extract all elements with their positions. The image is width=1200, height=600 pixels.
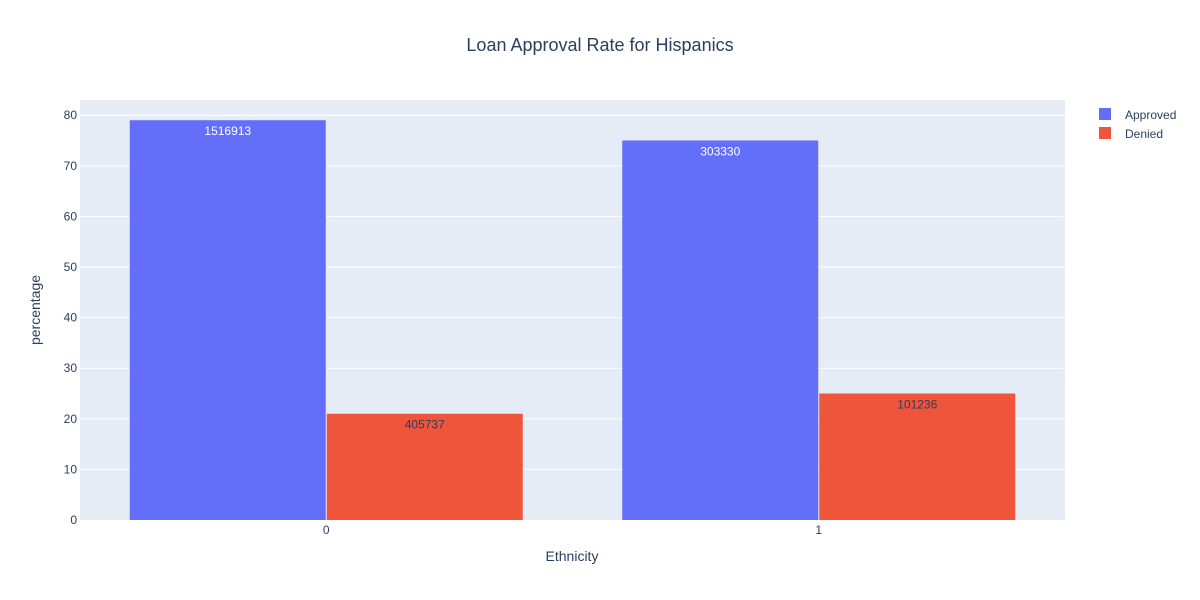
legend-label: Denied [1125,127,1163,141]
bars [129,120,1016,520]
legend-label: Approved [1125,108,1176,122]
y-tick-label: 70 [64,159,78,173]
y-tick-label: 10 [64,462,78,476]
y-tick-label: 40 [64,311,78,325]
bar-value-label: 101236 [897,397,937,411]
y-tick-label: 80 [64,108,78,122]
legend-item-denied[interactable]: Denied [1099,127,1163,141]
bar-value-label: 303330 [700,144,740,158]
bar-labels: 1516913 405737 303330 101236 [204,124,937,431]
bar-denied-1[interactable] [819,393,1016,520]
y-tick-label: 60 [64,209,78,223]
y-axis-ticks: 0 10 20 30 40 50 60 70 80 [64,108,78,527]
bar-approved-1[interactable] [622,140,819,520]
y-tick-label: 50 [64,260,78,274]
y-tick-label: 30 [64,361,78,375]
x-axis-title: Ethnicity [546,548,599,564]
bar-denied-0[interactable] [326,413,523,520]
legend[interactable]: Approved Denied [1099,108,1176,141]
bar-value-label: 405737 [405,418,445,432]
bar-approved-0[interactable] [129,120,326,520]
chart-title: Loan Approval Rate for Hispanics [466,35,733,55]
y-tick-label: 20 [64,412,78,426]
y-tick-label: 0 [70,513,77,527]
x-tick-label: 1 [815,523,822,537]
legend-item-approved[interactable]: Approved [1099,108,1176,122]
y-axis-title: percentage [27,275,43,345]
bar-value-label: 1516913 [204,124,251,138]
x-tick-label: 0 [323,523,330,537]
legend-swatch [1099,108,1111,120]
legend-swatch [1099,127,1111,139]
